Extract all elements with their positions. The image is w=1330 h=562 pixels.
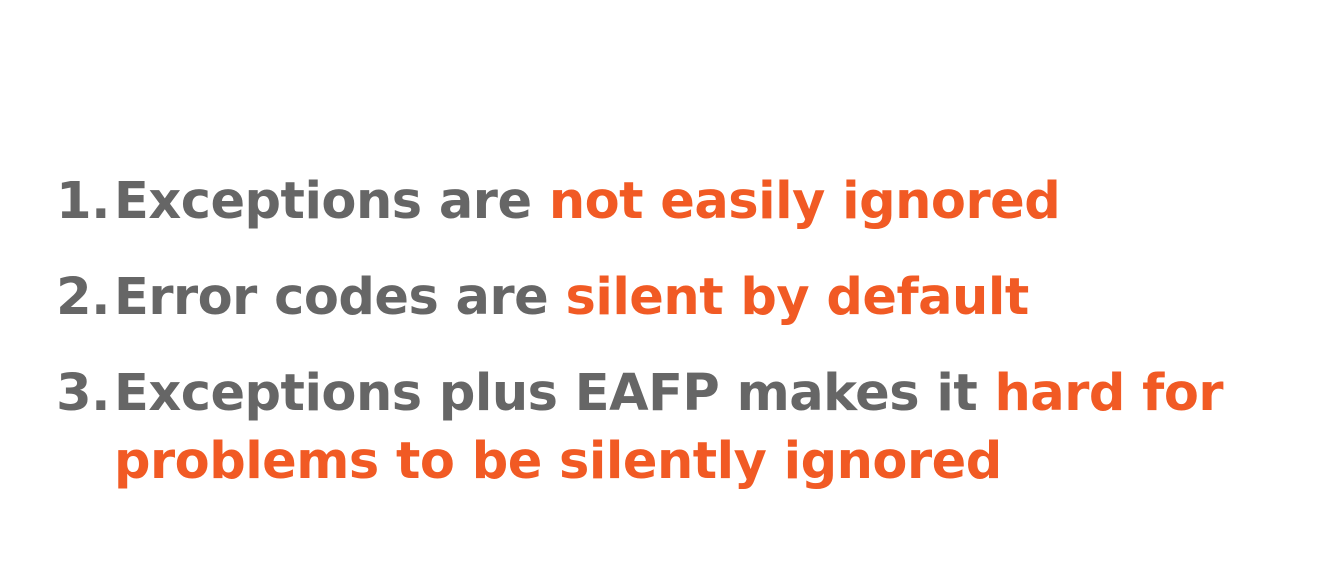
list-item-text: Exceptions are	[114, 172, 532, 231]
list-item-3: 3. Exceptions plus EAFP makes it hard fo…	[40, 360, 1300, 496]
list-item-highlight-continued: problems to be silently ignored	[114, 432, 1002, 491]
list-item-highlight: hard for	[994, 364, 1224, 423]
list-item-highlight: not easily ignored	[548, 172, 1061, 231]
list-item-line-1: Exceptions plus EAFP makes it hard for	[114, 360, 1300, 428]
list-item-text-block: Exceptions are not easily ignored	[112, 168, 1300, 236]
list-item-1: 1. Exceptions are not easily ignored	[40, 168, 1300, 236]
list-item-text-block: Error codes are silent by default	[112, 264, 1300, 332]
list-item-highlight: silent by default	[565, 268, 1029, 327]
list-number: 2.	[56, 268, 110, 327]
numbered-list: 1. Exceptions are not easily ignored 2. …	[40, 168, 1300, 496]
list-number: 1.	[56, 172, 110, 231]
list-number: 3.	[56, 364, 110, 423]
list-item-2: 2. Error codes are silent by default	[40, 264, 1300, 332]
list-item-text: Exceptions plus EAFP makes it	[114, 364, 978, 423]
list-item-text: Error codes are	[114, 268, 549, 327]
list-item-text-block: Exceptions plus EAFP makes it hard for p…	[112, 360, 1300, 496]
